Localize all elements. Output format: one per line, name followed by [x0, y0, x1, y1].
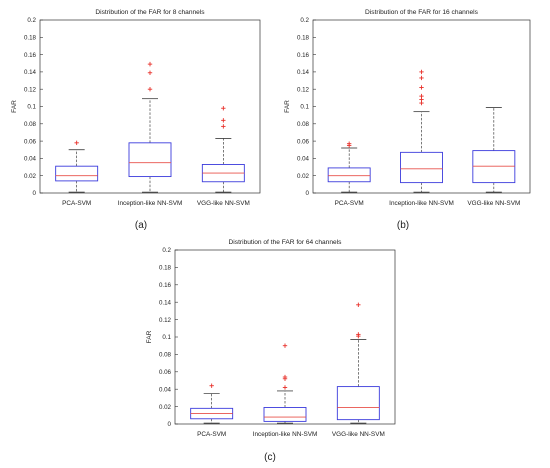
chart-title: Distribution of the FAR for 16 channels [365, 9, 479, 16]
y-tick-label: 0.18 [159, 265, 172, 272]
y-tick-label: 0 [168, 421, 172, 428]
outlier-marker [221, 106, 226, 111]
y-tick-label: 0.06 [24, 138, 37, 145]
iqr-box [327, 167, 371, 183]
chart-panel-2: Distribution of the FAR for 16 channels 0… [284, 9, 531, 207]
outlier-marker [419, 93, 424, 99]
iqr-box [55, 165, 99, 182]
y-tick-label: 0.08 [24, 121, 37, 128]
box-2 [263, 343, 307, 424]
y-axis-label: FAR [11, 100, 18, 113]
outlier-marker [74, 140, 79, 146]
y-tick-label: 0.16 [297, 52, 310, 59]
outlier-marker [282, 374, 288, 380]
outlier-marker [419, 75, 424, 81]
box-1 [327, 141, 371, 193]
x-category-label: VGG-like NN-SVM [197, 200, 250, 207]
y-tick-label: 0.02 [297, 173, 310, 180]
y-tick-label: 0.04 [297, 156, 310, 163]
outlier-marker [209, 383, 214, 388]
iqr-box [336, 386, 380, 421]
box-3 [336, 302, 380, 424]
box-3 [472, 107, 516, 193]
outlier-marker [147, 61, 153, 67]
y-tick-label: 0.2 [162, 247, 171, 254]
plot-frame [312, 19, 531, 194]
panel-caption: (c) [264, 452, 276, 463]
y-tick-label: 0.06 [297, 138, 310, 145]
y-tick-label: 0.2 [27, 17, 36, 24]
y-axis-label: FAR [284, 100, 291, 113]
outlier-marker [282, 343, 288, 348]
y-tick-label: 0.2 [300, 17, 309, 24]
box-2 [400, 69, 443, 193]
y-tick-label: 0.14 [159, 299, 172, 306]
box-3 [201, 106, 245, 193]
outlier-marker [282, 385, 288, 390]
x-category-label: VGG-like NN-SVM [467, 200, 520, 207]
outlier-marker [147, 70, 153, 75]
x-category-label: Inception-like NN-SVM [389, 200, 454, 207]
y-axis-label: FAR [146, 330, 153, 343]
y-tick-label: 0.1 [162, 334, 171, 341]
y-tick-label: 0.12 [24, 86, 37, 93]
panel-caption: (a) [135, 220, 147, 231]
y-tick-label: 0.16 [159, 282, 172, 289]
y-tick-label: 0 [306, 190, 310, 197]
box-1 [190, 383, 234, 424]
chart-title: Distribution of the FAR for 8 channels [95, 9, 205, 16]
y-tick-label: 0.02 [159, 404, 172, 411]
x-category-label: VGG-like NN-SVM [332, 431, 385, 438]
y-tick-label: 0.06 [159, 369, 172, 376]
outlier-marker [221, 124, 226, 129]
y-tick-label: 0.18 [24, 35, 37, 42]
y-tick-label: 0.1 [300, 104, 309, 111]
iqr-box [128, 142, 172, 178]
iqr-box [400, 151, 443, 184]
outlier-marker [356, 302, 361, 308]
outlier-marker [221, 118, 226, 123]
x-category-label: Inception-like NN-SVM [253, 431, 318, 438]
y-tick-label: 0.08 [159, 352, 172, 359]
chart-panel-1: Distribution of the FAR for 8 channels 0 0… [11, 9, 261, 207]
outlier-marker [346, 141, 352, 146]
box-2 [128, 61, 172, 193]
iqr-box [263, 407, 307, 422]
chart-panel-3: Distribution of the FAR for 64 channels 0… [146, 239, 396, 438]
x-category-label: Inception-like NN-SVM [118, 200, 183, 207]
y-tick-label: 0.14 [297, 69, 310, 76]
y-tick-label: 0 [33, 190, 37, 197]
outlier-marker [356, 332, 361, 337]
panel-caption: (b) [397, 220, 409, 231]
x-category-label: PCA-SVM [335, 200, 364, 207]
y-tick-label: 0.08 [297, 121, 310, 128]
outlier-marker [419, 69, 424, 75]
y-tick-label: 0.12 [159, 317, 172, 324]
x-category-label: PCA-SVM [197, 431, 226, 438]
y-tick-label: 0.12 [297, 86, 310, 93]
outlier-marker [147, 87, 153, 92]
y-tick-label: 0.18 [297, 35, 310, 42]
x-category-label: PCA-SVM [62, 200, 91, 207]
outlier-marker [419, 85, 424, 90]
y-tick-label: 0.1 [27, 104, 36, 111]
y-tick-label: 0.16 [24, 52, 37, 59]
y-tick-label: 0.04 [159, 386, 172, 393]
box-1 [55, 140, 99, 193]
y-tick-label: 0.04 [24, 156, 37, 163]
y-tick-label: 0.14 [24, 69, 37, 76]
y-tick-label: 0.02 [24, 173, 37, 180]
chart-title: Distribution of the FAR for 64 channels [229, 239, 343, 246]
